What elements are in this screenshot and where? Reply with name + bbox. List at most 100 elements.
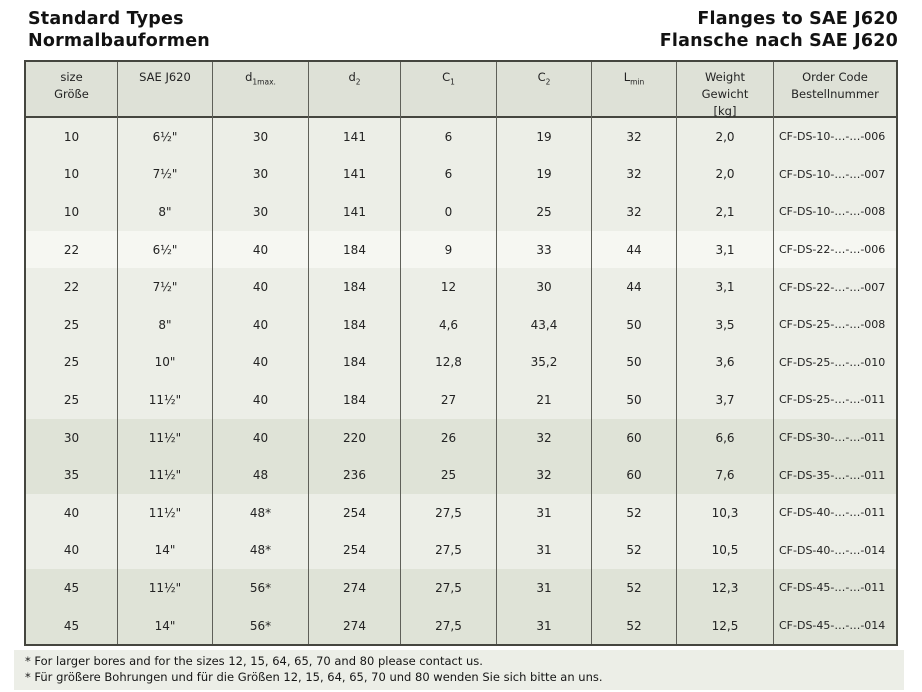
cell-c2: 25 [497,193,592,231]
cell-c1: 12,8 [401,343,497,382]
cell-d2: 274 [309,569,401,607]
title-right-line2: Flansche nach SAE J620 [659,31,898,51]
cell-sae-j620: 14" [118,531,213,570]
cell-sae-j620: 14" [118,606,213,645]
cell-c2: 21 [497,381,592,419]
cell-c2: 19 [497,118,592,156]
cell-sae-j620: 10" [118,343,213,382]
cell-d1max: 30 [213,155,309,194]
table-row: 10 7½" 30 141 6 19 32 2,0 CF-DS-10-…-…-007 [26,155,896,194]
cell-c1: 0 [401,193,497,231]
cell-lmin: 32 [592,155,677,194]
cell-d1max: 40 [213,418,309,457]
column-header-subscript: 2 [355,77,361,87]
cell-c1: 27,5 [401,531,497,570]
cell-order-code: CF-DS-45-…-…-014 [779,619,886,633]
cell-weight: 6,6 [677,418,774,457]
cell-c1: 27,5 [401,606,497,645]
cell-order-code: CF-DS-40-…-…-014 [779,543,886,557]
cell-c2: 31 [497,569,592,607]
cell-size: 10 [26,155,118,194]
cell-sae-j620: 11½" [118,493,213,532]
cell-size: 40 [26,493,118,532]
column-header-weight: Weight Gewicht [kg] [677,62,774,120]
cell-lmin: 52 [592,493,677,532]
cell-d2: 274 [309,606,401,645]
cell-weight: 12,5 [677,606,774,645]
cell-c1: 27,5 [401,569,497,607]
column-header-order-code: Order Code Bestellnummer [774,62,896,120]
cell-d2: 254 [309,493,401,532]
column-header-subscript: 1 [450,77,455,87]
cell-c1: 4,6 [401,305,497,344]
cell-sae-j620: 11½" [118,381,213,419]
column-header-text: Order Code [802,70,868,84]
cell-lmin: 52 [592,606,677,645]
cell-order-code: CF-DS-22-…-…-006 [779,243,886,257]
cell-order-code: CF-DS-25-…-…-008 [779,318,886,332]
cell-d1max: 48* [213,493,309,532]
title-right: Flanges to SAE J620 Flansche nach SAE J6… [660,8,898,52]
cell-weight: 3,6 [677,343,774,382]
cell-d2: 141 [309,118,401,156]
cell-weight: 7,6 [677,456,774,494]
cell-size: 35 [26,456,118,494]
cell-c1: 12 [401,268,497,306]
column-header-subscript: 1max. [252,77,276,87]
table-row: 10 6½" 30 141 6 19 32 2,0 CF-DS-10-…-…-006 [26,118,896,156]
cell-weight: 12,3 [677,569,774,607]
cell-lmin: 50 [592,381,677,419]
cell-lmin: 50 [592,343,677,382]
column-header-symbol: L [623,70,631,84]
cell-d1max: 48 [213,456,309,494]
cell-d1max: 40 [213,343,309,382]
cell-c2: 31 [497,606,592,645]
column-header-text: Gewicht [701,87,749,101]
cell-c2: 43,4 [497,305,592,344]
cell-lmin: 52 [592,569,677,607]
cell-d1max: 40 [213,381,309,419]
column-header-symbol: C [442,70,451,84]
title-right-line1: Flanges to SAE J620 [697,9,898,29]
cell-lmin: 50 [592,305,677,344]
cell-size: 25 [26,305,118,344]
cell-c1: 26 [401,418,497,457]
column-header-text: [kg] [713,104,737,118]
table-row: 40 14" 48* 254 27,5 31 52 10,5 CF-DS-40-…-…-014 [26,531,896,570]
title-left-line2: Normalbauformen [28,31,210,51]
column-header-text: Bestellnummer [791,87,879,101]
table-row: 25 11½" 40 184 27 21 50 3,7 CF-DS-25-…-…-011 [26,381,896,419]
footnotes: * For larger bores and for the sizes 12,… [14,650,904,690]
cell-d2: 184 [309,381,401,419]
cell-d1max: 30 [213,118,309,156]
column-header-d2: d2 [309,62,401,120]
cell-weight: 3,1 [677,230,774,269]
cell-d1max: 40 [213,268,309,306]
cell-weight: 3,7 [677,381,774,419]
title-left: Standard Types Normalbauformen [28,8,210,52]
cell-sae-j620: 11½" [118,418,213,457]
table-row: 22 7½" 40 184 12 30 44 3,1 CF-DS-22-…-…-007 [26,268,896,306]
column-header-symbol: C [537,70,546,84]
cell-c2: 35,2 [497,343,592,382]
cell-size: 25 [26,343,118,382]
cell-order-code: CF-DS-35-…-…-011 [779,468,886,482]
cell-weight: 2,0 [677,118,774,156]
column-header-text: Größe [54,87,89,101]
table-row: 40 11½" 48* 254 27,5 31 52 10,3 CF-DS-40-…-…-011 [26,493,896,532]
cell-d2: 184 [309,268,401,306]
cell-sae-j620: 7½" [118,155,213,194]
cell-d2: 184 [309,343,401,382]
cell-weight: 3,5 [677,305,774,344]
cell-c1: 9 [401,230,497,269]
cell-lmin: 52 [592,531,677,570]
cell-lmin: 44 [592,268,677,306]
table-row: 35 11½" 48 236 25 32 60 7,6 CF-DS-35-…-…-011 [26,456,896,494]
cell-size: 10 [26,193,118,231]
column-header-c1: C1 [401,62,497,120]
cell-size: 10 [26,118,118,156]
cell-sae-j620: 6½" [118,118,213,156]
cell-c2: 31 [497,531,592,570]
cell-c2: 30 [497,268,592,306]
column-header-subscript: min [630,77,645,87]
